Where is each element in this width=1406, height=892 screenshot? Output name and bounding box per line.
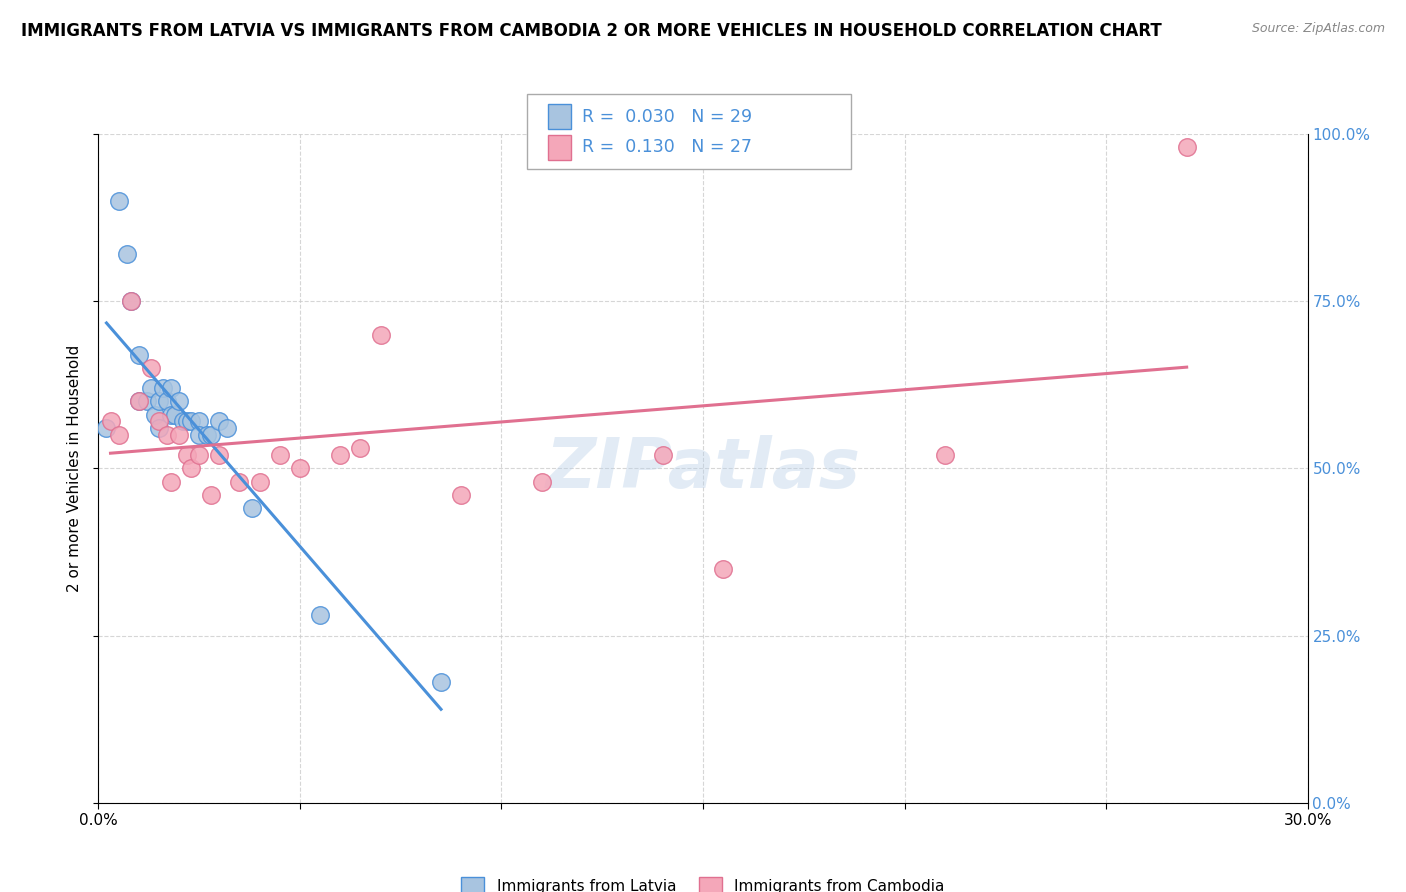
Point <box>143 408 166 422</box>
Point <box>135 394 157 409</box>
Point <box>128 394 150 409</box>
Point <box>160 408 183 422</box>
Point <box>160 475 183 489</box>
Text: IMMIGRANTS FROM LATVIA VS IMMIGRANTS FROM CAMBODIA 2 OR MORE VEHICLES IN HOUSEHO: IMMIGRANTS FROM LATVIA VS IMMIGRANTS FRO… <box>21 22 1161 40</box>
Point <box>120 294 142 309</box>
Point <box>152 381 174 395</box>
Point <box>188 428 211 442</box>
Legend: Immigrants from Latvia, Immigrants from Cambodia: Immigrants from Latvia, Immigrants from … <box>456 871 950 892</box>
Point <box>128 348 150 362</box>
Point <box>139 381 162 395</box>
Point <box>269 448 291 462</box>
Point <box>208 448 231 462</box>
Point <box>370 327 392 342</box>
Point <box>711 562 734 576</box>
Point <box>167 428 190 442</box>
Point <box>148 415 170 429</box>
Text: Source: ZipAtlas.com: Source: ZipAtlas.com <box>1251 22 1385 36</box>
Point <box>530 475 553 489</box>
Point <box>160 381 183 395</box>
Point <box>180 415 202 429</box>
Point <box>228 475 250 489</box>
Point <box>156 394 179 409</box>
Point <box>288 461 311 475</box>
Point <box>934 448 956 462</box>
Point <box>96 421 118 435</box>
Point <box>240 501 263 516</box>
Point <box>430 675 453 690</box>
Point <box>156 428 179 442</box>
Point <box>188 415 211 429</box>
Point <box>139 361 162 376</box>
Point <box>167 394 190 409</box>
Text: R =  0.130   N = 27: R = 0.130 N = 27 <box>582 138 752 156</box>
Point <box>217 421 239 435</box>
Y-axis label: 2 or more Vehicles in Household: 2 or more Vehicles in Household <box>67 344 83 592</box>
Point <box>115 247 138 261</box>
Point <box>176 415 198 429</box>
Point <box>128 394 150 409</box>
Point <box>107 194 129 208</box>
Point <box>188 448 211 462</box>
Point <box>1175 140 1198 154</box>
Text: ZIPatlas: ZIPatlas <box>546 434 860 502</box>
Point <box>195 428 218 442</box>
Point <box>148 394 170 409</box>
Point <box>309 608 332 623</box>
Point <box>249 475 271 489</box>
Point <box>450 488 472 502</box>
Point <box>176 448 198 462</box>
Point <box>329 448 352 462</box>
Point <box>208 415 231 429</box>
Point <box>349 442 371 456</box>
Point <box>200 428 222 442</box>
Point <box>651 448 673 462</box>
Point <box>148 421 170 435</box>
Point <box>163 408 186 422</box>
Point <box>172 415 194 429</box>
Point <box>107 428 129 442</box>
Point <box>120 294 142 309</box>
Point <box>100 415 122 429</box>
Point <box>180 461 202 475</box>
Point <box>200 488 222 502</box>
Text: R =  0.030   N = 29: R = 0.030 N = 29 <box>582 108 752 126</box>
